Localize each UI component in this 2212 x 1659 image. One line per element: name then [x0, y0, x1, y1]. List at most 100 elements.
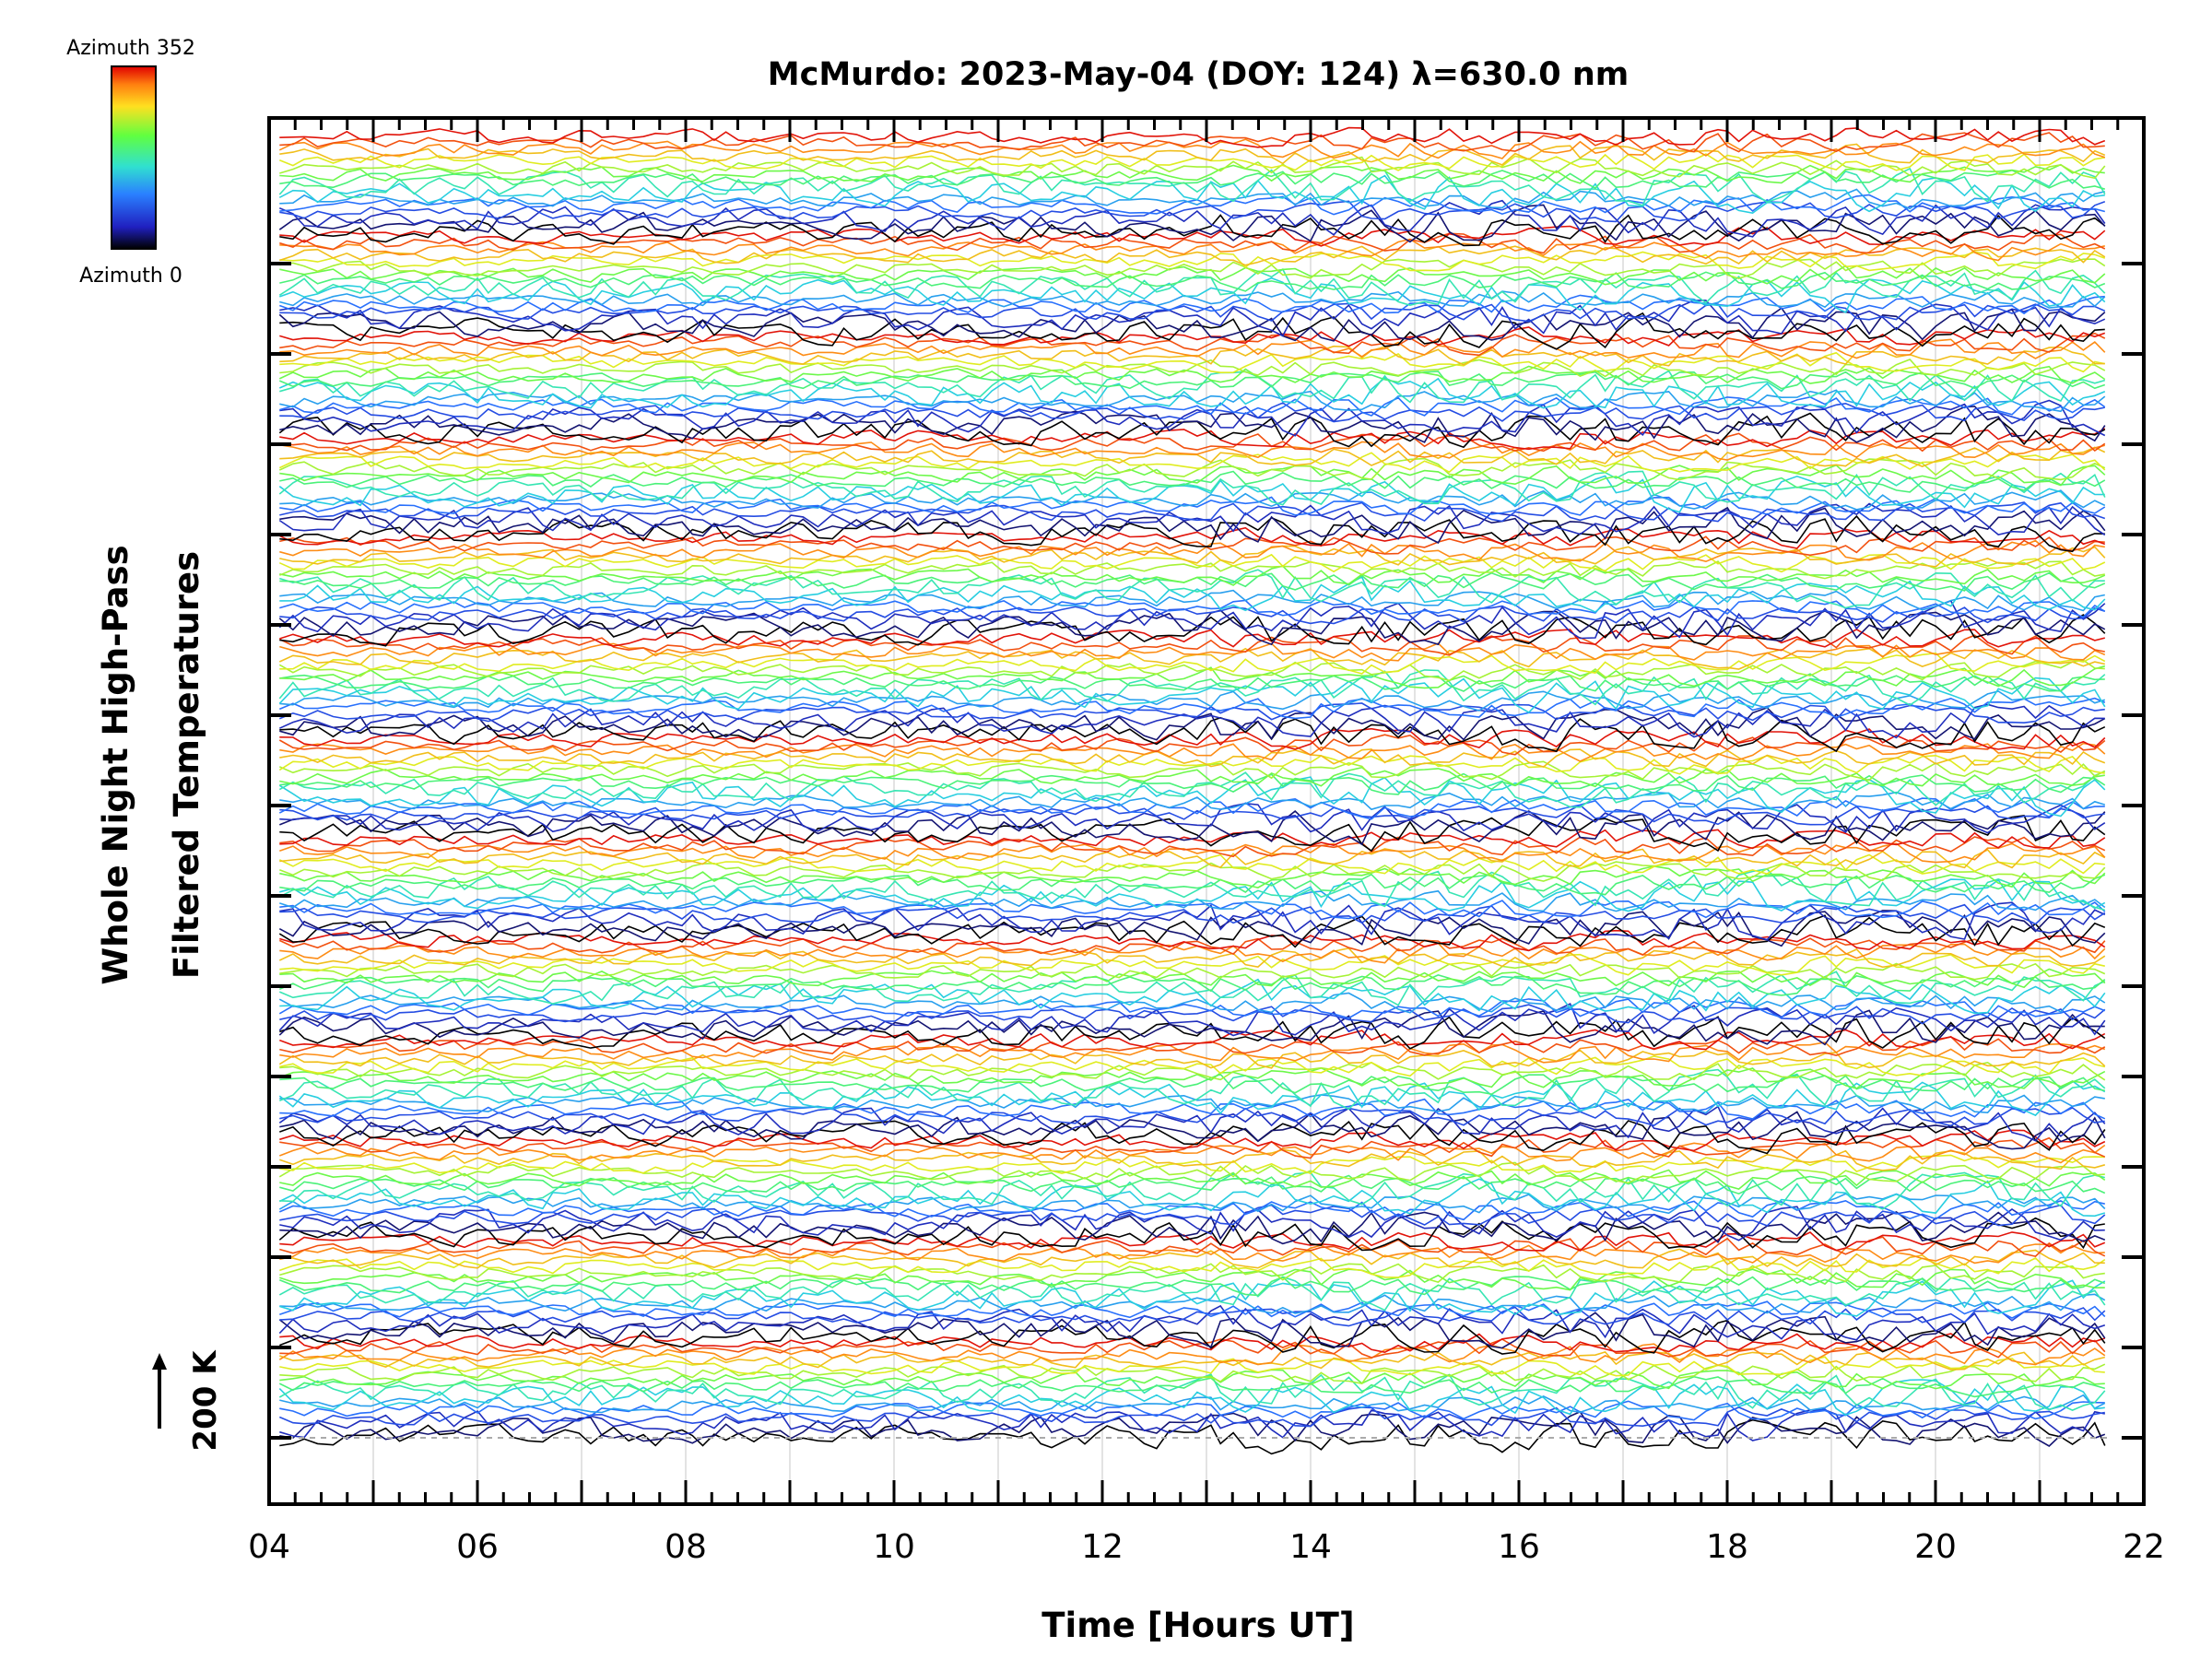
trace-0-2 — [279, 1409, 2105, 1441]
trace-3-4 — [279, 1098, 2106, 1120]
trace-0-4 — [279, 1400, 2105, 1421]
trace-0-10 — [279, 1363, 2106, 1384]
x-tick-label: 22 — [2123, 1528, 2165, 1566]
trace-6-6 — [278, 776, 2106, 818]
trace-6-8 — [279, 772, 2106, 795]
trace-5-3 — [279, 903, 2106, 925]
trace-7-15 — [279, 628, 2105, 648]
scale-arrow-head — [152, 1353, 167, 1370]
trace-6-1 — [279, 810, 2106, 846]
trace-10-11 — [279, 351, 2105, 374]
trace-0-8 — [278, 1375, 2106, 1398]
trace-1-12 — [279, 1248, 2105, 1269]
trace-8-12 — [279, 545, 2106, 568]
trace-11-3 — [279, 302, 2106, 323]
trace-9-13 — [279, 441, 2105, 461]
trace-1-15 — [279, 1231, 2106, 1252]
trace-8-2 — [278, 599, 2106, 640]
trace-3-15 — [279, 1029, 2106, 1051]
trace-12-13 — [278, 138, 2106, 159]
trace-11-13 — [279, 238, 2105, 262]
trace-2-4 — [278, 1199, 2105, 1221]
y-axis-label-line2: Filtered Temperatures — [167, 551, 206, 979]
trace-1-4 — [279, 1300, 2106, 1320]
trace-7-13 — [279, 642, 2106, 662]
trace-5-0 — [278, 914, 2106, 948]
trace-7-0 — [279, 716, 2106, 753]
trace-4-10 — [279, 962, 2106, 981]
x-tick-label: 04 — [248, 1528, 290, 1566]
trace-6-3 — [279, 804, 2105, 826]
trace-0-9 — [279, 1369, 2105, 1390]
trace-2-7 — [279, 1171, 2105, 1210]
trace-9-15 — [279, 428, 2106, 451]
trace-4-4 — [278, 997, 2106, 1019]
trace-11-2 — [279, 300, 2106, 337]
trace-4-14 — [278, 937, 2106, 957]
trace-5-11 — [278, 853, 2105, 875]
trace-6-4 — [278, 797, 2105, 820]
trace-2-11 — [279, 1154, 2105, 1175]
trace-8-0 — [279, 614, 2106, 647]
trace-3-7 — [278, 1068, 2106, 1111]
trace-4-2 — [278, 1003, 2106, 1037]
trace-5-5 — [279, 889, 2106, 912]
trace-5-14 — [279, 836, 2106, 858]
trace-11-12 — [279, 245, 2106, 266]
trace-9-0 — [279, 514, 2105, 553]
trace-6-14 — [278, 734, 2106, 756]
trace-5-8 — [279, 873, 2106, 896]
scale-indicator-label: 200 K — [187, 1349, 224, 1452]
trace-1-14 — [279, 1236, 2106, 1257]
trace-4-3 — [279, 1004, 2106, 1025]
trace-4-8 — [278, 974, 2106, 996]
trace-12-14 — [279, 132, 2105, 153]
trace-5-12 — [279, 848, 2106, 869]
trace-6-5 — [279, 791, 2106, 813]
trace-2-3 — [279, 1204, 2106, 1227]
trace-6-11 — [278, 754, 2105, 775]
scale-indicator: 200 K — [152, 1349, 224, 1452]
trace-8-1 — [278, 609, 2106, 646]
trace-6-13 — [279, 742, 2106, 762]
trace-5-13 — [279, 842, 2106, 864]
x-tick-label: 18 — [1706, 1528, 1748, 1566]
series-group — [278, 126, 2106, 1455]
trace-10-2 — [279, 399, 2106, 437]
colorbar: Azimuth 352 Azimuth 0 — [66, 37, 195, 288]
trace-11-11 — [279, 251, 2106, 272]
colorbar-top-label: Azimuth 352 — [66, 37, 195, 60]
trace-10-8 — [278, 371, 2106, 390]
trace-2-13 — [279, 1142, 2106, 1164]
x-tick-label: 06 — [456, 1528, 499, 1566]
trace-1-0 — [279, 1319, 2106, 1355]
trace-12-15 — [279, 126, 2106, 148]
trace-7-5 — [279, 690, 2106, 712]
trace-3-13 — [279, 1041, 2106, 1064]
trace-12-8 — [279, 169, 2106, 190]
x-tick-label: 08 — [665, 1528, 707, 1566]
trace-8-10 — [278, 560, 2105, 580]
trace-0-7 — [278, 1373, 2106, 1411]
trace-12-5 — [279, 188, 2105, 210]
trace-7-12 — [278, 647, 2105, 670]
trace-10-14 — [279, 332, 2106, 357]
x-tick-label: 10 — [873, 1528, 915, 1566]
trace-6-12 — [279, 748, 2106, 768]
trace-1-3 — [279, 1306, 2106, 1327]
trace-4-15 — [279, 929, 2106, 952]
trace-12-11 — [279, 153, 2105, 171]
trace-8-7 — [279, 569, 2105, 609]
trace-6-0 — [279, 815, 2106, 853]
trace-11-9 — [279, 265, 2106, 286]
trace-11-10 — [279, 258, 2106, 279]
trace-11-0 — [279, 312, 2105, 350]
trace-12-0 — [279, 214, 2106, 247]
trace-9-14 — [279, 432, 2106, 453]
trace-4-0 — [279, 1016, 2106, 1050]
trace-7-14 — [278, 634, 2105, 656]
trace-5-10 — [279, 861, 2106, 882]
trace-0-14 — [279, 1338, 2106, 1359]
trace-2-6 — [278, 1178, 2106, 1218]
